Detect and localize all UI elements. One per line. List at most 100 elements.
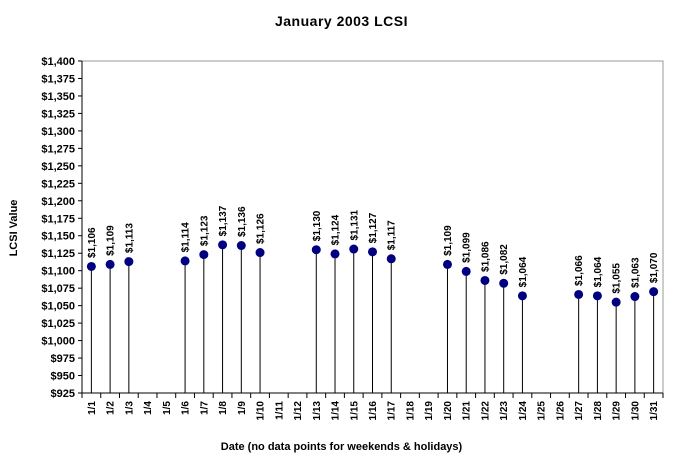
data-point-marker (105, 259, 115, 269)
x-tick-label: 1/2 (106, 401, 117, 415)
x-tick-label: 1/22 (480, 401, 491, 421)
y-tick-label: $1,050 (41, 301, 75, 313)
data-point-label: $1,055 (612, 263, 623, 294)
data-point-marker (236, 241, 246, 251)
x-tick-label: 1/12 (293, 401, 304, 421)
data-point-label: $1,082 (499, 244, 510, 275)
y-tick-label: $1,375 (41, 73, 75, 85)
data-point-label: $1,124 (331, 214, 342, 245)
data-point-label: $1,127 (368, 212, 379, 243)
data-point-label: $1,126 (256, 213, 267, 244)
data-point-label: $1,130 (312, 210, 323, 241)
x-tick-label: 1/5 (162, 401, 173, 415)
y-tick-label: $1,200 (41, 196, 75, 208)
x-tick-label: 1/29 (612, 401, 623, 421)
data-point-marker (649, 287, 659, 297)
data-point-marker (611, 297, 621, 307)
data-point-label: $1,064 (593, 256, 604, 287)
data-point-label: $1,114 (181, 222, 192, 252)
data-point-marker (330, 249, 340, 259)
data-point-marker (499, 278, 509, 288)
x-tick-label: 1/26 (555, 401, 566, 421)
x-tick-label: 1/19 (424, 401, 435, 421)
x-tick-label: 1/31 (649, 401, 660, 421)
x-tick-label: 1/9 (237, 401, 248, 415)
x-tick-label: 1/8 (218, 401, 229, 415)
data-point-marker (86, 261, 96, 271)
data-point-label: $1,063 (630, 257, 641, 288)
x-tick-label: 1/15 (349, 401, 360, 421)
y-tick-label: $925 (51, 388, 75, 400)
data-point-marker (180, 256, 190, 266)
data-point-marker (386, 254, 396, 264)
data-point-marker (124, 257, 134, 267)
x-tick-label: 1/24 (518, 401, 529, 421)
x-tick-label: 1/18 (405, 401, 416, 421)
data-point-label: $1,123 (199, 215, 210, 246)
x-tick-label: 1/16 (368, 401, 379, 421)
data-point-label: $1,070 (649, 252, 660, 283)
y-tick-label: $1,250 (41, 161, 75, 173)
x-tick-label: 1/17 (387, 401, 398, 421)
y-tick-label: $975 (51, 353, 75, 365)
data-point-marker (442, 259, 452, 269)
x-tick-label: 1/13 (312, 401, 323, 421)
data-point-marker (592, 291, 602, 301)
y-tick-label: $1,075 (41, 283, 75, 295)
x-tick-label: 1/7 (199, 401, 210, 415)
data-point-marker (368, 247, 377, 257)
x-tick-label: 1/4 (143, 401, 154, 415)
data-point-marker (311, 245, 321, 255)
y-tick-label: $1,125 (41, 248, 75, 260)
x-tick-label: 1/10 (256, 401, 267, 421)
y-tick-label: $1,100 (41, 266, 75, 278)
x-tick-label: 1/25 (537, 401, 548, 421)
data-point-marker (517, 291, 527, 301)
x-tick-label: 1/6 (181, 401, 192, 415)
y-tick-label: $1,325 (41, 108, 75, 120)
data-point-label: $1,099 (462, 232, 473, 263)
data-point-label: $1,131 (349, 209, 360, 240)
x-tick-label: 1/21 (462, 401, 473, 421)
data-point-label: $1,064 (518, 256, 529, 287)
x-tick-label: 1/11 (274, 401, 285, 420)
y-tick-label: $1,400 (41, 56, 75, 68)
data-point-label: $1,109 (106, 225, 117, 256)
data-point-label: $1,106 (87, 227, 98, 258)
x-tick-label: 1/14 (331, 401, 342, 421)
data-point-marker (255, 248, 265, 258)
x-tick-label: 1/27 (574, 401, 585, 421)
x-tick-label: 1/30 (630, 401, 641, 421)
y-tick-label: $1,000 (41, 336, 75, 348)
data-point-label: $1,113 (124, 223, 135, 253)
y-tick-label: $1,350 (41, 91, 75, 103)
data-point-label: $1,117 (387, 220, 398, 250)
data-point-label: $1,086 (480, 241, 491, 272)
x-tick-label: 1/23 (499, 401, 510, 421)
y-tick-label: $950 (51, 371, 75, 383)
data-point-marker (480, 275, 490, 285)
x-tick-label: 1/1 (87, 401, 98, 415)
y-tick-label: $1,025 (41, 318, 75, 330)
x-tick-label: 1/28 (593, 401, 604, 421)
data-point-marker (349, 244, 359, 254)
x-tick-label: 1/3 (124, 401, 135, 415)
y-tick-label: $1,225 (41, 178, 75, 190)
chart-title: January 2003 LCSI (274, 13, 408, 29)
data-point-label: $1,136 (237, 206, 248, 237)
y-tick-label: $1,300 (41, 126, 75, 138)
data-point-marker (218, 240, 228, 250)
data-point-marker (574, 289, 584, 299)
y-tick-label: $1,275 (41, 143, 75, 155)
data-point-label: $1,137 (218, 205, 229, 236)
data-point-marker (199, 250, 209, 260)
data-point-marker (630, 292, 640, 302)
y-tick-label: $1,175 (41, 213, 75, 225)
y-tick-label: $1,150 (41, 231, 75, 243)
data-point-label: $1,109 (443, 225, 454, 256)
data-point-label: $1,066 (574, 255, 585, 286)
x-axis-title: Date (no data points for weekends & holi… (220, 441, 463, 453)
x-tick-label: 1/20 (443, 401, 454, 421)
